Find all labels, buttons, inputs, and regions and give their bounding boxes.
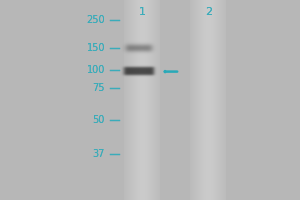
Text: 150: 150 xyxy=(86,43,105,53)
Text: 75: 75 xyxy=(92,83,105,93)
Text: 150: 150 xyxy=(86,43,105,53)
Text: 37: 37 xyxy=(93,149,105,159)
Text: 37: 37 xyxy=(93,149,105,159)
Text: 1: 1 xyxy=(139,7,146,17)
Text: 2: 2 xyxy=(205,7,212,17)
Text: 50: 50 xyxy=(93,115,105,125)
Text: 100: 100 xyxy=(87,65,105,75)
Text: 250: 250 xyxy=(86,15,105,25)
Text: 100: 100 xyxy=(87,65,105,75)
Text: 75: 75 xyxy=(92,83,105,93)
Text: 50: 50 xyxy=(93,115,105,125)
Text: 250: 250 xyxy=(86,15,105,25)
Text: 2: 2 xyxy=(205,7,212,17)
Text: 1: 1 xyxy=(139,7,146,17)
